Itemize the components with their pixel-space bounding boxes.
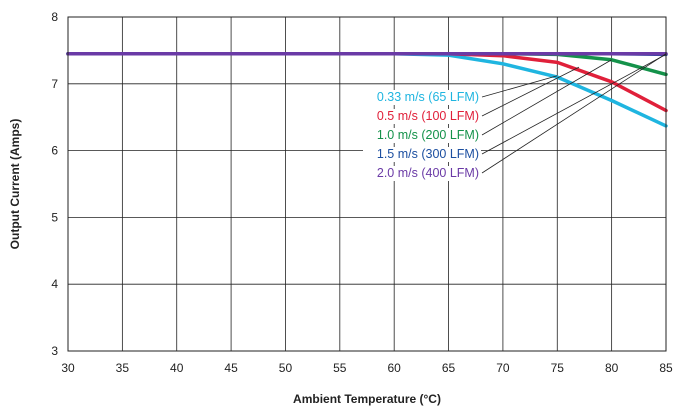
legend-label-4: 2.0 m/s (400 LFM)	[377, 166, 479, 180]
y-tick-labels: 3 4 5 6 7 8	[51, 10, 58, 358]
y-tick-label: 8	[51, 10, 58, 24]
x-tick-label: 80	[605, 361, 619, 375]
x-tick-label: 60	[388, 361, 402, 375]
leader-line	[481, 59, 612, 136]
leader-line	[481, 54, 667, 155]
y-tick-label: 3	[51, 344, 58, 358]
callout-label-bg	[363, 128, 481, 143]
legend-label-1: 0.5 m/s (100 LFM)	[377, 109, 479, 123]
legend-callouts: 0.33 m/s (65 LFM) 0.5 m/s (100 LFM) 1.0 m/…	[363, 53, 667, 181]
y-tick-label: 5	[51, 210, 58, 224]
legend-label-2: 1.0 m/s (200 LFM)	[377, 128, 479, 142]
x-tick-label: 50	[279, 361, 293, 375]
x-axis-title: Ambient Temperature (°C)	[293, 392, 441, 406]
y-tick-label: 6	[51, 144, 58, 158]
x-tick-label: 85	[659, 361, 673, 375]
y-tick-label: 4	[51, 277, 58, 291]
series-lines	[66, 51, 668, 128]
callout-label-bg	[363, 90, 481, 105]
leader-line	[481, 53, 667, 174]
x-tick-label: 70	[496, 361, 510, 375]
legend-label-0: 0.33 m/s (65 LFM)	[377, 90, 479, 104]
grid	[68, 17, 666, 351]
x-tick-label: 30	[61, 361, 75, 375]
x-tick-label: 35	[116, 361, 130, 375]
callout-label-bg	[363, 147, 481, 162]
y-axis-title: Output Current (Amps)	[8, 119, 22, 250]
x-tick-label: 55	[333, 361, 347, 375]
plot-frame	[67, 16, 667, 352]
leader-line	[481, 66, 580, 117]
callout-label-bg	[363, 109, 481, 124]
callout-label-bg	[363, 166, 481, 181]
x-tick-labels: 30 35 40 45 50 55 60 65 70 75 80 85	[61, 361, 673, 375]
legend-label-3: 1.5 m/s (300 LFM)	[377, 147, 479, 161]
leader-line	[481, 75, 558, 98]
x-tick-label: 45	[224, 361, 238, 375]
x-tick-label: 65	[442, 361, 456, 375]
x-tick-label: 40	[170, 361, 184, 375]
x-tick-label: 75	[551, 361, 565, 375]
series-line-2	[66, 51, 668, 77]
y-tick-label: 7	[51, 77, 58, 91]
